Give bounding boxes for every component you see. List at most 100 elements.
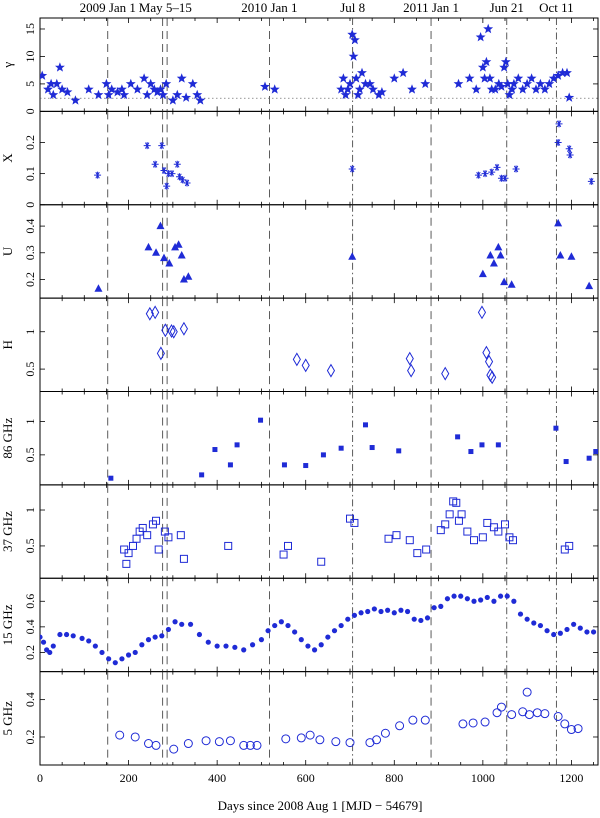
data-point bbox=[70, 633, 76, 639]
data-point bbox=[169, 324, 178, 339]
y-tick-label: 0.4 bbox=[23, 219, 37, 234]
data-point bbox=[507, 280, 516, 288]
x-tick-label: 1000 bbox=[471, 771, 495, 785]
data-point bbox=[537, 622, 544, 629]
data-point bbox=[587, 177, 595, 185]
y-tick-label: 1 bbox=[23, 329, 37, 335]
data-point bbox=[405, 351, 414, 366]
data-point bbox=[493, 163, 501, 171]
data-point bbox=[553, 70, 564, 80]
data-point bbox=[40, 634, 43, 640]
data-point bbox=[436, 526, 445, 535]
data-point bbox=[201, 736, 211, 746]
data-point bbox=[252, 740, 262, 750]
data-point bbox=[526, 73, 537, 83]
data-point bbox=[112, 87, 123, 97]
data-point bbox=[154, 545, 163, 554]
data-point bbox=[500, 56, 511, 67]
data-point bbox=[358, 610, 364, 616]
data-point bbox=[160, 253, 168, 262]
y-tick-label: 0.1 bbox=[23, 166, 37, 181]
data-point bbox=[298, 637, 304, 643]
y-tick-label: 0 bbox=[23, 202, 37, 208]
data-point bbox=[464, 596, 470, 602]
data-point bbox=[272, 622, 278, 629]
data-point bbox=[365, 608, 371, 615]
data-point bbox=[305, 643, 311, 649]
data-point bbox=[40, 70, 48, 80]
x-tick-label: 800 bbox=[385, 771, 403, 785]
data-point bbox=[70, 95, 81, 105]
data-point bbox=[142, 89, 153, 100]
data-point bbox=[455, 434, 461, 440]
data-point bbox=[311, 647, 318, 653]
data-point bbox=[281, 462, 287, 468]
data-point bbox=[315, 735, 325, 745]
data-point bbox=[445, 510, 454, 519]
data-point bbox=[145, 78, 156, 89]
data-point bbox=[340, 89, 351, 100]
data-point bbox=[152, 87, 163, 97]
y-tick-label: 0.3 bbox=[23, 245, 37, 260]
top-date-label: 2009 Jan 1 bbox=[80, 0, 136, 15]
data-point bbox=[119, 89, 130, 100]
data-point bbox=[522, 78, 533, 89]
data-point bbox=[165, 626, 172, 633]
data-point bbox=[151, 160, 159, 168]
data-point bbox=[407, 84, 417, 94]
data-point bbox=[171, 242, 180, 251]
data-point bbox=[149, 84, 160, 94]
data-point bbox=[187, 621, 194, 627]
top-date-label: May 5–15 bbox=[139, 0, 192, 15]
series-points bbox=[94, 120, 595, 190]
series-points bbox=[145, 305, 497, 385]
data-point bbox=[86, 638, 92, 644]
data-point bbox=[94, 171, 102, 179]
data-point bbox=[174, 240, 183, 248]
data-point bbox=[351, 73, 362, 83]
series-points bbox=[40, 23, 575, 105]
data-point bbox=[265, 628, 271, 634]
data-point bbox=[179, 321, 189, 336]
data-point bbox=[143, 531, 152, 540]
data-point bbox=[357, 67, 367, 78]
panel-γ: 0 5 10 15 γ bbox=[0, 17, 599, 114]
data-point bbox=[179, 621, 185, 627]
data-point bbox=[151, 740, 161, 750]
data-point bbox=[485, 73, 495, 83]
data-point bbox=[258, 417, 264, 423]
data-point bbox=[338, 445, 344, 451]
x-tick-label: 0 bbox=[37, 771, 43, 785]
panel-frame bbox=[39, 484, 599, 579]
y-tick-label: 0.5 bbox=[23, 538, 37, 553]
data-point bbox=[404, 608, 411, 615]
data-point bbox=[57, 84, 68, 94]
data-point bbox=[392, 531, 401, 540]
data-point bbox=[471, 84, 482, 94]
top-date-label: Jun 21 bbox=[490, 0, 524, 15]
panel-frame bbox=[39, 297, 599, 392]
data-point bbox=[159, 633, 165, 639]
y-axis-label: γ bbox=[0, 62, 15, 69]
data-point bbox=[51, 78, 62, 89]
data-point bbox=[99, 649, 105, 656]
data-point bbox=[249, 642, 256, 648]
y-axis-label: 5 GHz bbox=[0, 701, 15, 736]
data-point bbox=[63, 631, 70, 638]
data-point bbox=[438, 603, 444, 609]
data-point bbox=[478, 269, 487, 278]
data-point bbox=[458, 593, 464, 599]
data-point bbox=[571, 621, 577, 627]
y-tick-label: 0.4 bbox=[23, 692, 37, 707]
data-point bbox=[83, 84, 94, 94]
data-point bbox=[490, 84, 501, 94]
x-tick-label: 1200 bbox=[559, 771, 583, 785]
data-point bbox=[488, 370, 497, 385]
panel-frame bbox=[39, 391, 599, 486]
data-point bbox=[156, 346, 165, 361]
data-point bbox=[564, 626, 570, 633]
data-point bbox=[269, 84, 280, 94]
y-tick-label: 0.4 bbox=[23, 619, 37, 634]
data-point bbox=[124, 549, 133, 558]
panel-frame bbox=[39, 110, 599, 206]
